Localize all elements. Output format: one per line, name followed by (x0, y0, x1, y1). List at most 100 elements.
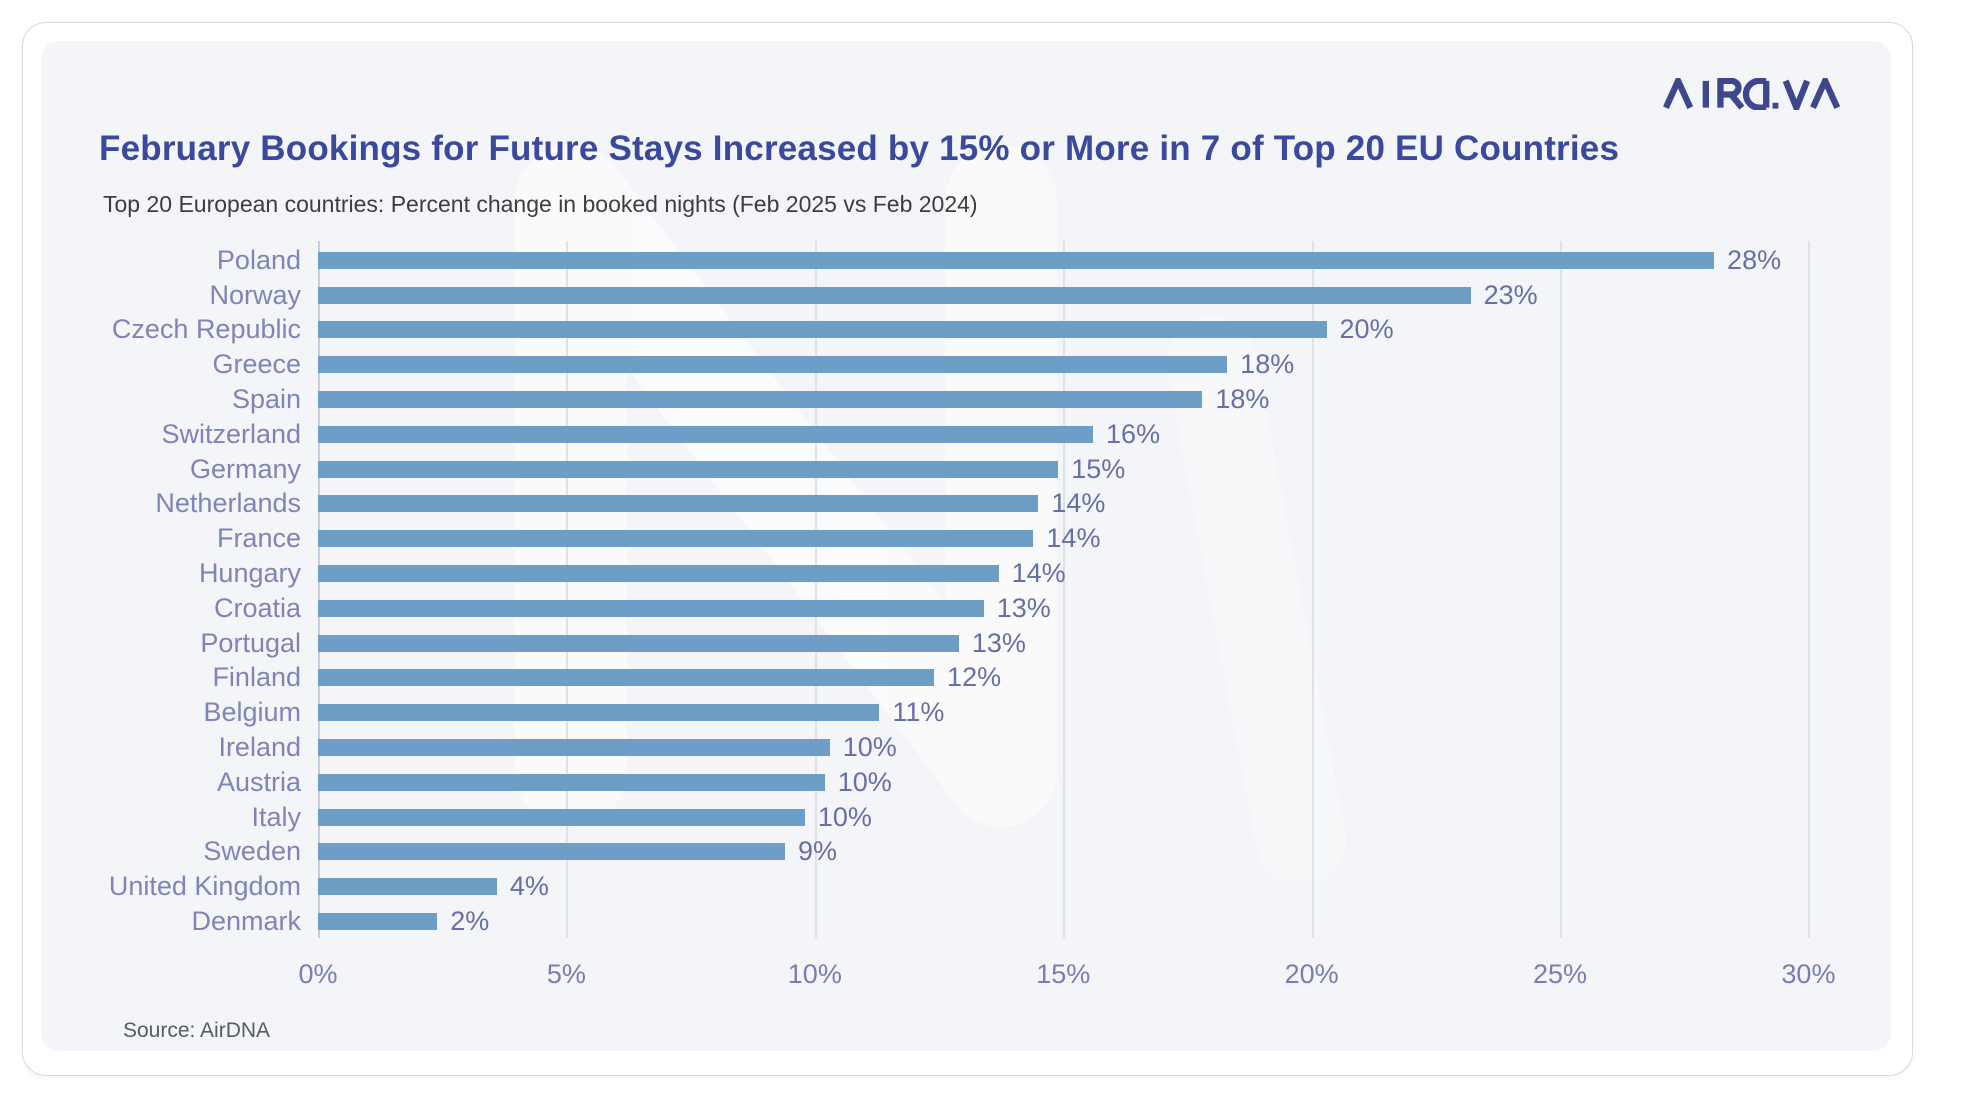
bar-track: 9% (318, 835, 1878, 870)
bar-track: 13% (318, 626, 1878, 661)
value-label: 10% (842, 732, 897, 763)
bar (318, 913, 438, 931)
bar-track: 15% (318, 452, 1878, 487)
bar (318, 251, 1715, 269)
bar (318, 843, 785, 861)
bar-track: 4% (318, 869, 1878, 904)
bar (318, 356, 1228, 374)
x-tick-label: 0% (298, 959, 338, 989)
value-label: 15% (1071, 453, 1126, 484)
gridlines (318, 241, 1878, 938)
gridline (1808, 241, 1811, 938)
x-tick-label: 10% (787, 959, 842, 989)
category-label: Norway (209, 279, 301, 310)
value-label: 12% (947, 662, 1002, 693)
category-label: Germany (189, 453, 301, 484)
value-label: 14% (1011, 558, 1066, 589)
bar (318, 808, 805, 826)
bar (318, 669, 935, 687)
bar-track: 10% (318, 730, 1878, 765)
category-label: Portugal (200, 627, 301, 658)
bar-row: Ireland 10% (99, 730, 1878, 765)
bar-row: Belgium 11% (99, 695, 1878, 730)
bar (318, 739, 830, 757)
bar (318, 425, 1094, 443)
bar-row: Poland 28% (99, 243, 1878, 278)
bar-row: Norway 23% (99, 278, 1878, 313)
source-note: Source: AirDNA (123, 1019, 271, 1042)
bar-track: 18% (318, 347, 1878, 382)
bar (318, 530, 1034, 548)
bar-row: France 14% (99, 521, 1878, 556)
category-label: Austria (216, 766, 301, 797)
category-label: Finland (212, 662, 301, 693)
airdna-logo-icon (1663, 78, 1841, 110)
chart-card: February Bookings for Future Stays Incre… (41, 41, 1891, 1051)
value-label: 16% (1106, 418, 1161, 449)
x-tick-label: 25% (1533, 959, 1588, 989)
x-tick-label: 15% (1036, 959, 1091, 989)
category-label: Greece (212, 349, 301, 380)
bar-row: Hungary 14% (99, 556, 1878, 591)
x-axis: 0% 5% 10% 15% 20% 25% 30% (298, 959, 1878, 999)
bar-track: 14% (318, 556, 1878, 591)
category-label: Belgium (203, 697, 301, 728)
gridline (1063, 241, 1066, 938)
bar-row: Sweden 9% (99, 835, 1878, 870)
value-label: 13% (971, 627, 1026, 658)
bar-track: 10% (318, 765, 1878, 800)
bar-row: United Kingdom 4% (99, 869, 1878, 904)
bar-row: Finland 12% (99, 661, 1878, 696)
category-label: Netherlands (155, 488, 301, 519)
bar (318, 773, 825, 791)
bar-row: Croatia 13% (99, 591, 1878, 626)
value-label: 9% (798, 836, 838, 867)
bar (318, 286, 1471, 304)
value-label: 20% (1339, 314, 1394, 345)
bar-track: 11% (318, 695, 1878, 730)
chart-title: February Bookings for Future Stays Incre… (99, 129, 1620, 168)
category-label: United Kingdom (108, 871, 301, 902)
category-label: Croatia (213, 592, 301, 623)
x-tick-label: 20% (1284, 959, 1339, 989)
category-label: Italy (251, 801, 301, 832)
bar-rows: Poland 28% Norway 23% Czech Republic 20% Greec… (99, 243, 1878, 939)
bar-row: Netherlands 14% (99, 487, 1878, 522)
value-label: 18% (1240, 349, 1295, 380)
bar-row: Switzerland 16% (99, 417, 1878, 452)
bar (318, 565, 999, 583)
value-label: 11% (892, 697, 945, 728)
bar (318, 704, 880, 722)
outer-card: February Bookings for Future Stays Incre… (22, 22, 1913, 1076)
bar-chart: Poland 28% Norway 23% Czech Republic 20% Greec… (99, 241, 1879, 1041)
gridline (1560, 241, 1563, 938)
bar-track: 13% (318, 591, 1878, 626)
bar-row: Czech Republic 20% (99, 313, 1878, 348)
x-tick-label: 5% (546, 959, 586, 989)
bar (318, 878, 497, 896)
category-label: Ireland (218, 732, 301, 763)
bar (318, 460, 1059, 478)
bar-row: Portugal 13% (99, 626, 1878, 661)
gridline (814, 241, 817, 938)
gridline (1311, 241, 1314, 938)
category-label: Hungary (198, 558, 301, 589)
bar-track: 18% (318, 382, 1878, 417)
bar-track: 12% (318, 661, 1878, 696)
bar-row: Denmark 2% (99, 904, 1878, 939)
bar-track: 28% (318, 243, 1878, 278)
value-label: 28% (1727, 244, 1782, 275)
value-label: 10% (837, 766, 892, 797)
axis-zero-line (318, 241, 320, 938)
chart-subtitle: Top 20 European countries: Percent chang… (103, 191, 978, 217)
category-label: Sweden (203, 836, 301, 867)
category-label: Czech Republic (111, 314, 301, 345)
value-label: 2% (450, 906, 490, 937)
bar-track: 2% (318, 904, 1878, 939)
category-label: France (216, 523, 301, 554)
bar (318, 391, 1203, 409)
bar (318, 634, 959, 652)
bar (318, 599, 984, 617)
x-tick-label: 30% (1781, 959, 1836, 989)
bar (318, 495, 1039, 513)
